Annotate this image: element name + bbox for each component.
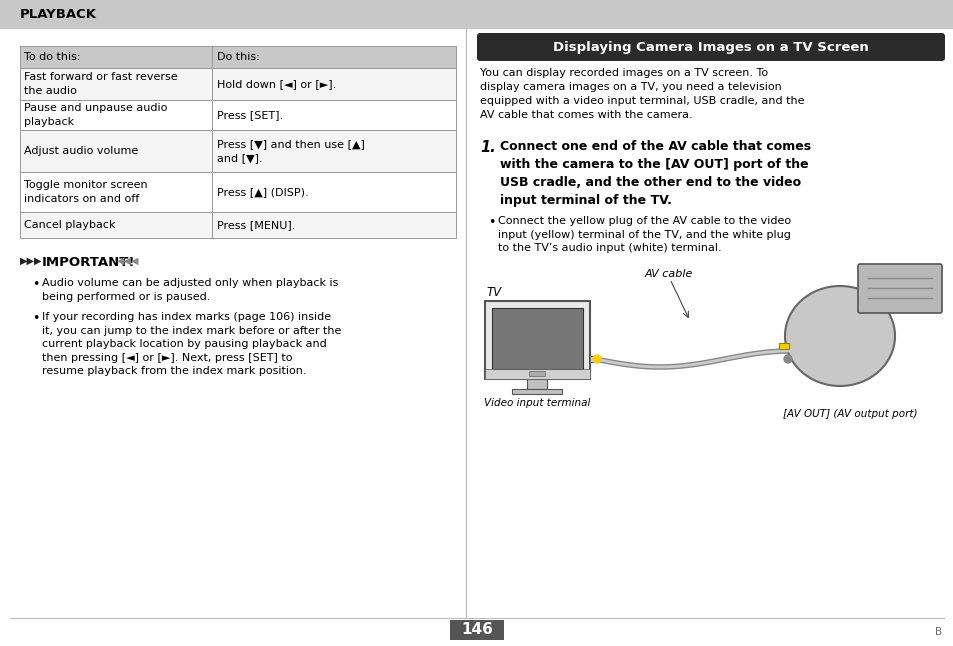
Text: ▶▶▶: ▶▶▶ (20, 256, 43, 266)
Bar (484, 369, 589, 379)
Bar (779, 343, 788, 349)
Text: •: • (488, 216, 495, 229)
Bar (0, 0, 953, 28)
Text: Connect one end of the AV cable that comes
with the camera to the [AV OUT] port : Connect one end of the AV cable that com… (499, 140, 810, 207)
FancyBboxPatch shape (476, 33, 944, 61)
Text: Toggle monitor screen
indicators on and off: Toggle monitor screen indicators on and … (24, 180, 148, 203)
Bar (527, 379, 547, 389)
Text: Audio volume can be adjusted only when playback is
being performed or is paused.: Audio volume can be adjusted only when p… (42, 278, 338, 302)
Text: Press [SET].: Press [SET]. (216, 110, 283, 120)
Text: Displaying Camera Images on a TV Screen: Displaying Camera Images on a TV Screen (553, 41, 868, 54)
Text: You can display recorded images on a TV screen. To
display camera images on a TV: You can display recorded images on a TV … (479, 68, 803, 120)
Text: AV cable: AV cable (644, 269, 693, 279)
Text: 146: 146 (460, 623, 493, 638)
Circle shape (593, 355, 600, 363)
Text: •: • (32, 278, 39, 291)
Text: Video input terminal: Video input terminal (484, 398, 590, 408)
Text: Press [▲] (DISP).: Press [▲] (DISP). (216, 187, 308, 197)
Bar (492, 308, 582, 369)
Bar (589, 356, 595, 362)
Bar (20, 100, 456, 130)
FancyBboxPatch shape (857, 264, 941, 313)
Text: Hold down [◄] or [►].: Hold down [◄] or [►]. (216, 79, 335, 89)
Text: Press [▼] and then use [▲]
and [▼].: Press [▼] and then use [▲] and [▼]. (216, 140, 364, 163)
Bar (484, 301, 589, 379)
Text: •: • (32, 312, 39, 325)
Text: Press [MENU].: Press [MENU]. (216, 220, 294, 230)
Text: Fast forward or fast reverse
the audio: Fast forward or fast reverse the audio (24, 72, 177, 96)
Text: IMPORTANT!: IMPORTANT! (42, 256, 135, 269)
Bar (20, 46, 456, 68)
Text: Pause and unpause audio
playback: Pause and unpause audio playback (24, 103, 167, 127)
Text: [AV OUT] (AV output port): [AV OUT] (AV output port) (781, 409, 916, 419)
Text: Do this:: Do this: (216, 52, 259, 62)
Text: Connect the yellow plug of the AV cable to the video
input (yellow) terminal of : Connect the yellow plug of the AV cable … (497, 216, 790, 253)
Text: Cancel playback: Cancel playback (24, 220, 115, 230)
Bar (512, 389, 562, 394)
Text: If your recording has index marks (page 106) inside
it, you can jump to the inde: If your recording has index marks (page … (42, 312, 341, 377)
Text: Adjust audio volume: Adjust audio volume (24, 146, 138, 156)
Bar (20, 68, 456, 100)
Bar (20, 212, 456, 238)
Bar (20, 130, 456, 172)
Text: 1.: 1. (479, 140, 496, 155)
Bar (450, 620, 503, 640)
Bar (20, 172, 456, 212)
Ellipse shape (784, 286, 894, 386)
Text: ◀◀◀: ◀◀◀ (117, 256, 139, 266)
Bar (529, 371, 545, 376)
Circle shape (783, 355, 791, 363)
Text: B: B (934, 627, 941, 637)
Text: TV: TV (486, 286, 501, 299)
Text: To do this:: To do this: (24, 52, 80, 62)
Text: PLAYBACK: PLAYBACK (20, 8, 97, 21)
